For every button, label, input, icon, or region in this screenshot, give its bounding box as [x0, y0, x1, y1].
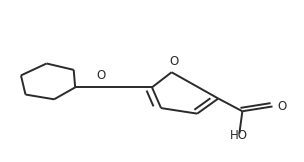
Text: O: O	[277, 100, 286, 113]
Text: O: O	[96, 69, 105, 82]
Text: O: O	[169, 55, 178, 68]
Text: HO: HO	[230, 129, 248, 142]
